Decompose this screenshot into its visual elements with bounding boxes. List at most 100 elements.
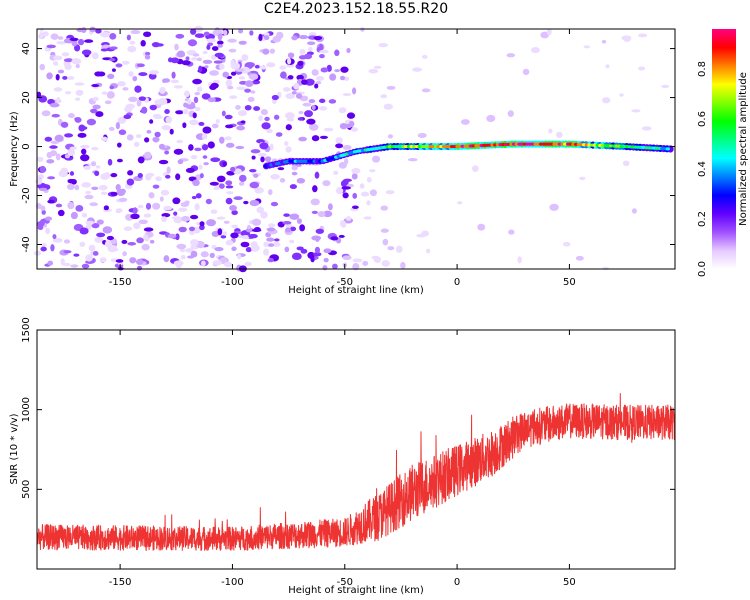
spectrogram-speckle — [212, 260, 222, 266]
spectrogram-speckle — [216, 216, 226, 220]
x-tick-label: -50 — [337, 577, 353, 588]
spectrogram-speckle — [162, 78, 167, 83]
spectrogram-speckle — [334, 69, 341, 73]
spectrogram-speckle — [631, 109, 641, 113]
spectrogram-speckle — [192, 78, 202, 85]
spectrogram-speckle — [109, 32, 117, 40]
spectrogram-speckle — [289, 239, 295, 244]
spectrogram-speckle — [189, 119, 199, 126]
spectrogram-speckle — [230, 62, 241, 70]
spectrogram-speckle — [92, 96, 99, 102]
spectrogram-speckle — [175, 173, 181, 181]
spectrogram-speckle — [296, 218, 302, 224]
spectrogram-speckle — [279, 65, 287, 70]
spectrogram-speckle — [201, 144, 209, 151]
spectrogram-speckle — [341, 186, 351, 190]
spectrogram-speckle — [605, 64, 610, 69]
spectrogram-speckle — [213, 60, 223, 64]
spectrogram-speckle — [179, 248, 186, 253]
spectrogram-speckle — [143, 227, 154, 232]
spectrogram-speckle — [412, 67, 422, 72]
spectrogram-speckle — [212, 79, 221, 84]
spectrogram-speckle — [245, 227, 254, 233]
spectrogram-speckle — [269, 143, 274, 151]
spectrogram-speckle — [119, 188, 126, 195]
spectrogram-speckle — [90, 161, 97, 167]
spectrogram-speckle — [522, 68, 530, 76]
spectrogram-speckle — [80, 144, 90, 149]
spectrogram-speckle — [81, 126, 88, 130]
spectrogram-speckle — [285, 93, 296, 99]
spectrogram-speckle — [328, 99, 337, 104]
spectrogram-speckle — [226, 191, 234, 195]
spectrogram-speckle — [251, 228, 262, 232]
spectrogram-speckle — [210, 82, 219, 89]
spectrogram-speckle — [190, 250, 198, 258]
spectrogram-speckle — [70, 211, 78, 220]
spectrogram-speckle — [50, 244, 55, 252]
spectrogram-speckle — [220, 235, 227, 239]
spectrogram-speckle — [267, 257, 274, 263]
spectrogram-speckle — [143, 213, 152, 218]
spectrogram-speckle — [238, 40, 247, 45]
spectrogram-speckle — [254, 65, 260, 69]
spectrogram-speckle — [249, 199, 260, 207]
spectrogram-speckle — [241, 235, 250, 240]
spectrogram-speckle — [209, 252, 215, 258]
spectrogram-speckle — [245, 246, 252, 253]
spectrogram-speckle — [63, 58, 74, 63]
spectrogram-y-axis: -40 -20 0 20 40 — [21, 42, 675, 253]
spectrogram-speckle — [74, 82, 85, 86]
spectrogram-speckle — [39, 63, 46, 71]
spectrogram-speckle — [96, 219, 104, 225]
spectrogram-speckle — [343, 76, 350, 81]
spectrogram-speckle — [472, 165, 479, 172]
spectrogram-speckle — [400, 261, 406, 269]
spectrogram-speckle — [327, 203, 333, 211]
spectrogram-speckle — [291, 252, 302, 261]
spectrogram-speckle — [296, 246, 304, 251]
spectrogram-speckle — [148, 72, 157, 80]
spectrogram-speckle — [182, 122, 187, 129]
spectrogram-speckle — [369, 169, 376, 173]
spectrogram-speckle — [273, 114, 280, 120]
spectrogram-speckle — [174, 43, 179, 51]
spectrogram-speckle — [110, 172, 118, 178]
spectrogram-speckle — [363, 216, 372, 220]
spectrogram-speckle — [119, 197, 128, 202]
spectrogram-speckle — [369, 189, 377, 197]
spectrogram-speckle — [175, 262, 182, 269]
spectrogram-speckle — [338, 234, 345, 238]
spectrogram-speckle — [342, 255, 352, 261]
spectrogram-speckle — [285, 124, 292, 131]
spectrogram-speckle — [190, 154, 198, 160]
spectrogram-speckle — [77, 132, 87, 138]
spectrogram-speckle — [269, 48, 275, 54]
spectrogram-speckle — [165, 116, 173, 124]
spectrogram-speckle — [486, 114, 496, 123]
spectrogram-speckle — [75, 89, 84, 96]
spectrogram-speckle — [250, 149, 261, 154]
spectrogram-speckle — [175, 33, 185, 39]
spectrogram-speckle — [132, 75, 138, 82]
spectrogram-speckle — [260, 211, 268, 219]
spectrogram-speckle — [382, 238, 389, 246]
spectrogram-speckle — [75, 205, 84, 212]
spectrogram-speckle — [319, 49, 329, 54]
spectrogram-speckle — [196, 57, 202, 62]
spectrogram-speckle — [332, 263, 338, 270]
spectrogram-speckle — [94, 71, 103, 77]
spectrogram-speckle — [218, 183, 225, 189]
spectrogram-speckle — [56, 41, 66, 45]
spectrogram-speckle — [138, 72, 148, 77]
spectrogram-speckle — [203, 162, 209, 166]
spectrogram-speckle — [227, 85, 234, 90]
spectrogram-speckle — [339, 220, 345, 227]
spectrogram-speckle — [50, 33, 59, 40]
spectrogram-speckle — [52, 61, 59, 66]
spectrogram-speckle — [88, 244, 96, 252]
spectrogram-speckle — [100, 31, 110, 38]
spectrogram-speckle — [619, 93, 624, 97]
spectrogram-speckle — [311, 69, 319, 76]
spectrogram-signal-band — [262, 140, 674, 170]
